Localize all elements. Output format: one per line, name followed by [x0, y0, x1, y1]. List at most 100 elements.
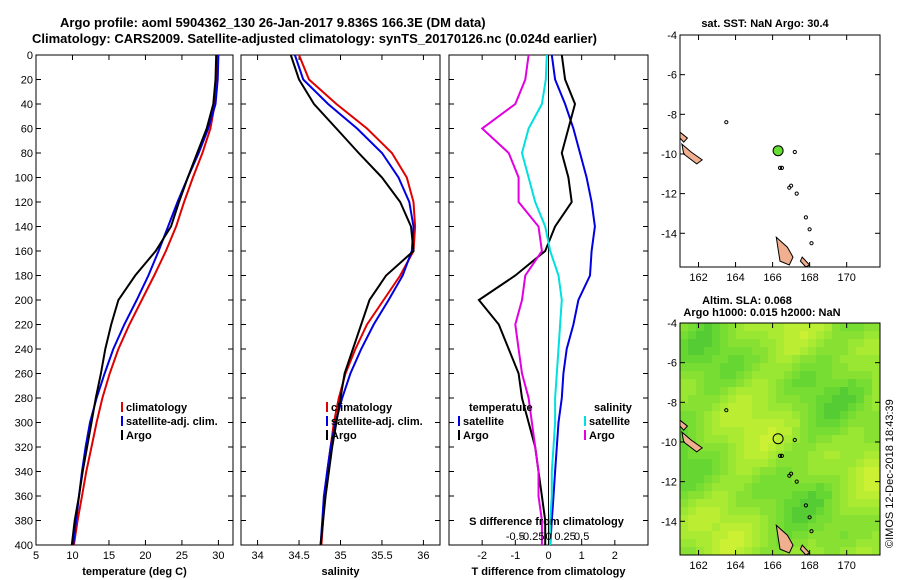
sla-cell [808, 339, 816, 347]
sla-cell [864, 387, 872, 395]
sla-cell [872, 491, 880, 499]
sla-cell [768, 483, 776, 491]
sla-cell [688, 523, 696, 531]
sla-cell [720, 387, 728, 395]
sla-cell [848, 347, 856, 355]
secondary-x-tick-label: 0.25 [554, 531, 575, 543]
sla-cell [816, 403, 824, 411]
sla-cell [720, 355, 728, 363]
sla-cell [696, 387, 704, 395]
sla-cell [680, 387, 688, 395]
sla-cell [840, 459, 848, 467]
sla-cell [800, 331, 808, 339]
depth-tick-label: 100 [15, 173, 33, 185]
sla-cell [832, 323, 840, 331]
sla-cell [776, 355, 784, 363]
sla-cell [728, 467, 736, 475]
sla-cell [704, 355, 712, 363]
sla-cell [744, 379, 752, 387]
sla-cell [760, 451, 768, 459]
sla-cell [712, 347, 720, 355]
sla-cell [824, 339, 832, 347]
sla-cell [776, 387, 784, 395]
sla-cell [696, 419, 704, 427]
sla-cell [832, 467, 840, 475]
sla-cell [824, 491, 832, 499]
sla-cell [720, 371, 728, 379]
sla-cell [752, 395, 760, 403]
sla-cell [776, 395, 784, 403]
temperature-plot: 5 10 15 20 25 3002040608010012014016018020022… [15, 50, 234, 578]
salinity-series-argo [289, 54, 415, 546]
sla-cell [704, 539, 712, 547]
map-x-tick-label: 164 [726, 560, 744, 572]
sla-cell [776, 427, 784, 435]
sla-cell [808, 435, 816, 443]
sla-cell [816, 427, 824, 435]
sla-cell [792, 419, 800, 427]
sla-cell [784, 483, 792, 491]
sla-cell [728, 459, 736, 467]
sla-cell [768, 355, 776, 363]
secondary-x-tick-label: 0 [545, 531, 551, 543]
sla-cell [832, 387, 840, 395]
legend-salinity-label: satellite [589, 416, 630, 428]
sla-cell [808, 515, 816, 523]
sla-cell [872, 387, 880, 395]
sla-cell [792, 395, 800, 403]
sla-cell [768, 459, 776, 467]
sla-cell [736, 411, 744, 419]
sla-cell [704, 443, 712, 451]
sla-cell [752, 339, 760, 347]
sla-cell [872, 347, 880, 355]
sla-cell [760, 443, 768, 451]
sla-cell [864, 371, 872, 379]
sla-cell [784, 515, 792, 523]
sla-cell [824, 451, 832, 459]
sla-cell [712, 403, 720, 411]
sla-cell [792, 443, 800, 451]
sla-cell [824, 435, 832, 443]
sla-cell [768, 371, 776, 379]
sla-cell [680, 531, 688, 539]
sla-cell [752, 443, 760, 451]
sla-cell [728, 475, 736, 483]
sla-cell [832, 507, 840, 515]
sla-cell [712, 411, 720, 419]
sla-cell [872, 323, 880, 331]
sla-cell [808, 459, 816, 467]
map-y-tick-label: -10 [661, 437, 677, 449]
sla-cell [816, 411, 824, 419]
sla-cell [840, 419, 848, 427]
sla-cell [752, 411, 760, 419]
sla-cell [768, 443, 776, 451]
sla-cell [752, 483, 760, 491]
sla-cell [776, 467, 784, 475]
sla-cell [688, 339, 696, 347]
islet-mark [794, 191, 799, 196]
sla-cell [736, 339, 744, 347]
sla-cell [736, 491, 744, 499]
islet-mark [803, 215, 809, 220]
sla-cell [824, 523, 832, 531]
sla-cell [776, 371, 784, 379]
sla-cell [696, 507, 704, 515]
sla-cell [832, 395, 840, 403]
sla-cell [752, 363, 760, 371]
legend-temperature-label: Argo [463, 430, 489, 442]
sla-cell [776, 411, 784, 419]
sla-cell [856, 363, 864, 371]
sla-cell [712, 451, 720, 459]
sla-cell [728, 451, 736, 459]
sla-cell [720, 347, 728, 355]
sla-cell [808, 483, 816, 491]
sla-cell [848, 355, 856, 363]
sla-cell [856, 531, 864, 539]
sla-cell [760, 363, 768, 371]
sla-cell [784, 451, 792, 459]
sla-cell [688, 323, 696, 331]
sla-cell [680, 363, 688, 371]
sla-cell [792, 427, 800, 435]
sla-cell [760, 459, 768, 467]
sla-cell [736, 515, 744, 523]
